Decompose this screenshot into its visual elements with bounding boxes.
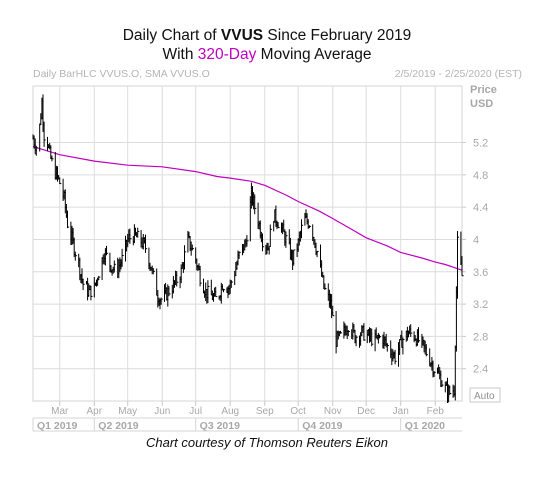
sma-line [32, 146, 463, 271]
chart-title-line-2: With 320-Day Moving Average [162, 46, 372, 63]
y-tick-label: 5.2 [473, 138, 488, 150]
quarter-label: Q1 2020 [405, 420, 445, 432]
ticker-symbol: VVUS [220, 27, 264, 44]
price-series [32, 94, 464, 403]
x-tick-label: Aug [221, 406, 239, 417]
y-tick-label: 4.4 [473, 202, 488, 214]
y-tick-label: 2.4 [473, 364, 488, 376]
plot-area-border [32, 85, 463, 402]
y-tick-label: 4 [473, 234, 479, 246]
chart-title-line-1: Daily Chart of VVUS Since February 2019 [122, 27, 412, 44]
x-tick-label: Oct [290, 406, 306, 417]
x-axis: Mar Apr May Jun Jul Aug Sep Oct Nov Dec Jan Feb Q1 2… [32, 401, 462, 432]
y-axis-title-price: Price [470, 84, 497, 96]
grid-lines [33, 86, 462, 401]
x-tick-label: Jan [393, 406, 409, 417]
auto-button-label: Auto [474, 391, 495, 402]
x-tick-label: Dec [357, 406, 375, 417]
x-tick-label: Apr [87, 406, 103, 417]
quarter-label: Q2 2019 [98, 420, 138, 432]
date-range-label: 2/5/2019 - 2/25/2020 (EST) [394, 68, 522, 80]
x-tick-label: Jun [154, 406, 170, 417]
quarter-label: Q3 2019 [200, 420, 240, 432]
x-tick-label: Feb [427, 406, 445, 417]
x-tick-label: Nov [324, 406, 342, 417]
chart-credit: Chart courtesy of Thomson Reuters Eikon [145, 435, 389, 450]
y-tick-label: 3.2 [473, 299, 488, 311]
sma-period-label: 320-Day [197, 46, 257, 63]
quarter-label: Q4 2019 [302, 420, 342, 432]
auto-scale-button[interactable]: Auto [469, 387, 501, 403]
y-axis: Price USD 2.4 2.8 3.2 3.6 4 4.4 4.8 5.2 [462, 84, 497, 376]
y-tick-label: 4.8 [473, 170, 488, 182]
y-tick-label: 2.8 [473, 331, 488, 343]
series-description: Daily BarHLC VVUS.O, SMA VVUS.O [33, 68, 210, 80]
quarter-label: Q1 2019 [37, 420, 77, 432]
x-tick-label: May [118, 406, 137, 417]
x-tick-label: Sep [256, 406, 274, 417]
x-tick-label: Jul [189, 406, 202, 417]
x-tick-label: Mar [51, 406, 69, 417]
y-axis-title-usd: USD [470, 98, 493, 110]
sma-series [32, 146, 463, 271]
y-tick-label: 3.6 [473, 267, 488, 279]
